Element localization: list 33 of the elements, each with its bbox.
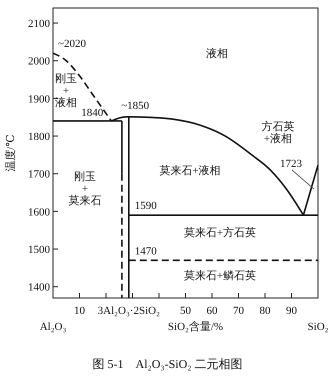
y-tick-label: 2000 [28, 56, 50, 68]
text: 图 5-1 Al₂O₃-SiO₂ 二元相图 [92, 357, 242, 371]
annotation: 刚玉 + 液相 [55, 73, 77, 109]
annotation: 液相 [206, 47, 228, 60]
annotation: 1590 [134, 200, 158, 212]
y-tick-label: 1700 [28, 168, 50, 181]
y-tick-label: 1800 [28, 131, 50, 144]
text: Al₂O₃ [40, 321, 66, 333]
x-tick-label: 3Al₂O₃·2SiO₂ [98, 305, 160, 317]
annotation: ~1850 [121, 100, 150, 112]
x-tick-label: 90 [286, 305, 298, 317]
x-tick-label: 70 [233, 305, 244, 317]
annotation: 莫来石+方石英 [184, 226, 256, 239]
annotation: 1470 [134, 245, 158, 258]
y-tick-label: 1900 [28, 93, 50, 106]
y-tick-label: 1500 [28, 244, 50, 256]
annotation: 1840 [81, 106, 104, 119]
y-tick-label: 1600 [28, 206, 50, 218]
y-tick-label: 2100 [28, 18, 50, 30]
annotation: 方石英 +液相 [262, 120, 294, 145]
y-tick-label: 1400 [28, 282, 50, 294]
x-tick-label: 80 [260, 305, 271, 317]
x-tick-label: 60 [206, 305, 218, 317]
x-tick-label: 10 [74, 305, 86, 317]
annotation: 莫来石+鳞石英 [184, 269, 256, 282]
y-axis-title: 温度/℃ [4, 134, 17, 172]
annotation: 莫来石+液相 [159, 164, 221, 177]
x-axis-title: SiO₂含量/% [168, 320, 224, 333]
annotation: ~2020 [58, 38, 86, 50]
x-tick-label: 50 [180, 305, 192, 317]
annotation: 刚玉 + 莫来石 [68, 171, 102, 207]
text: SiO₂ [308, 321, 329, 333]
annotation: 1723 [280, 158, 302, 170]
